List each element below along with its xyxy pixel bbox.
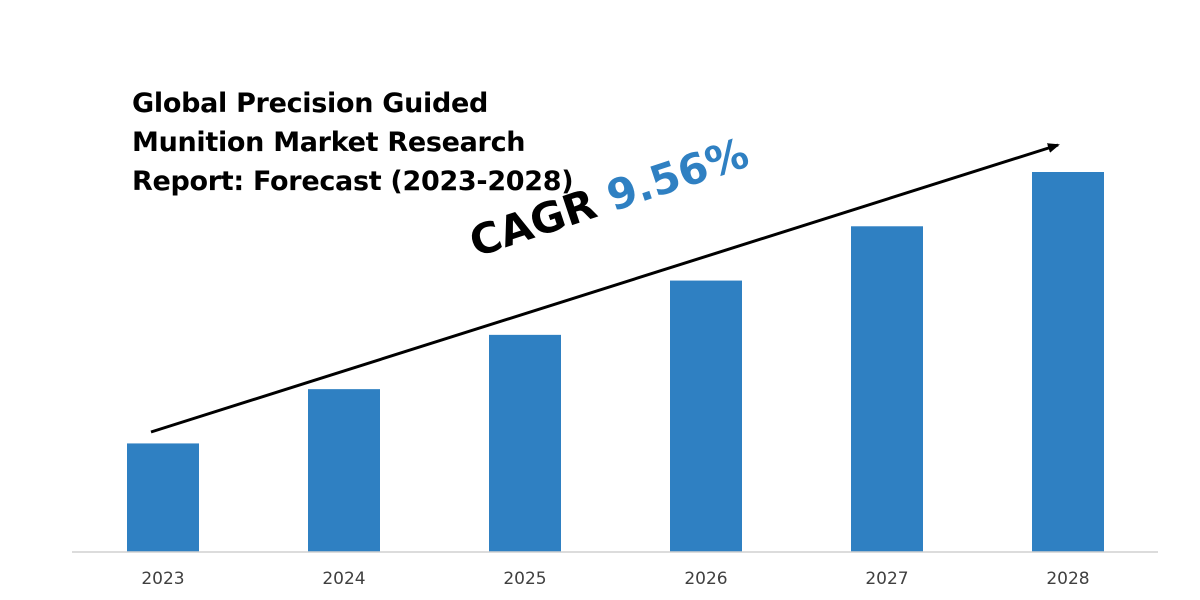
chart-title: Global Precision Guided Munition Market … (132, 84, 602, 201)
x-tick-label-2028: 2028 (1046, 569, 1089, 589)
x-tick-label-2025: 2025 (503, 569, 546, 589)
x-axis-tick-labels: 2023 2024 2025 2026 2027 2028 (141, 569, 1089, 589)
x-tick-label-2023: 2023 (141, 569, 184, 589)
bar-2027 (851, 226, 923, 553)
x-tick-label-2024: 2024 (322, 569, 365, 589)
chart-title-line-3: Report: Forecast (2023-2028) (132, 166, 574, 197)
bar-2023 (127, 443, 199, 552)
bar-2025 (489, 334, 561, 552)
chart-title-line-2: Munition Market Research (132, 127, 526, 158)
bar-2028 (1032, 172, 1104, 552)
x-tick-label-2026: 2026 (684, 569, 727, 589)
bar-2024 (308, 389, 380, 552)
bar-2026 (670, 280, 742, 552)
bars-layer (127, 172, 1104, 553)
chart-title-line-1: Global Precision Guided (132, 88, 489, 119)
trend-arrow (150, 143, 1060, 434)
x-tick-label-2027: 2027 (865, 569, 908, 589)
